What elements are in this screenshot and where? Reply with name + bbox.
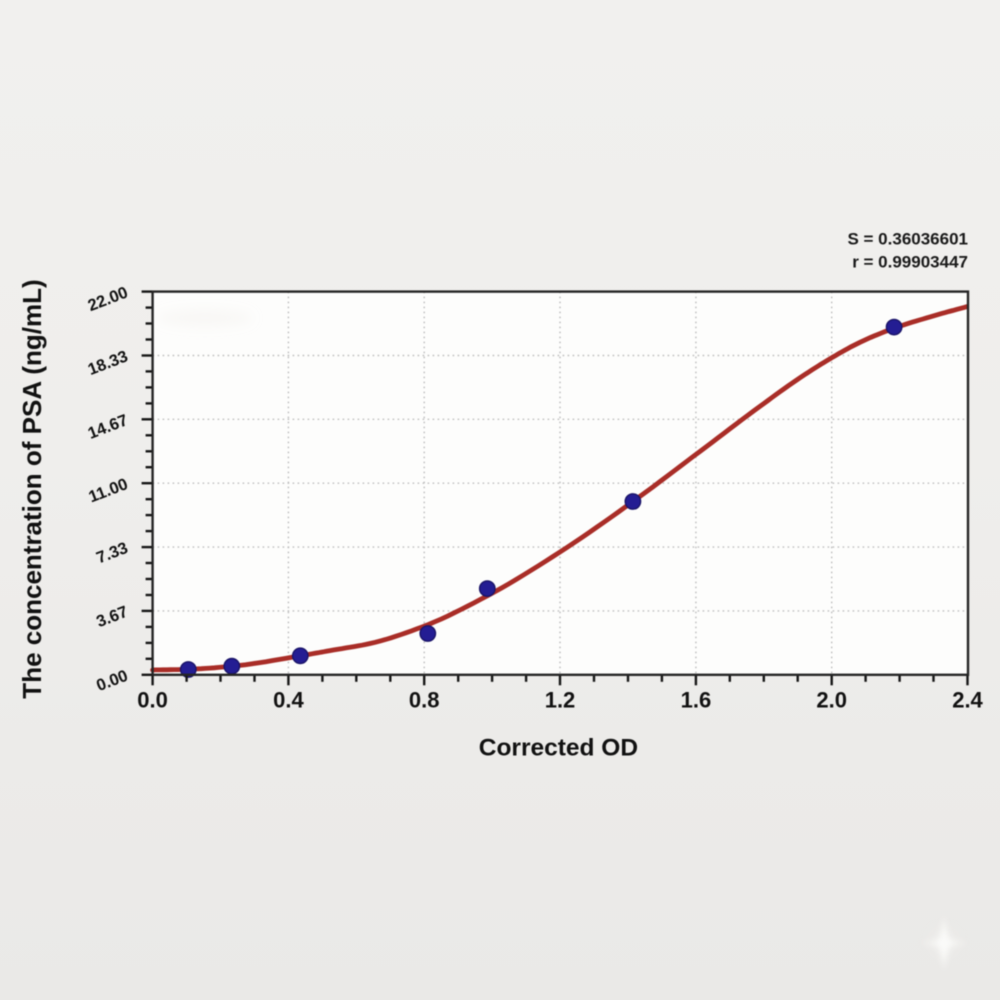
svg-text:22.00: 22.00 <box>85 284 130 316</box>
svg-text:1.2: 1.2 <box>545 688 576 713</box>
svg-text:7.33: 7.33 <box>94 539 130 567</box>
svg-text:0.00: 0.00 <box>94 667 130 695</box>
svg-text:2.0: 2.0 <box>816 688 847 713</box>
svg-text:0.0: 0.0 <box>137 688 168 713</box>
svg-text:11.00: 11.00 <box>86 475 130 506</box>
svg-text:18.33: 18.33 <box>85 347 130 379</box>
svg-text:S = 0.36036601: S = 0.36036601 <box>847 229 968 248</box>
svg-text:0.8: 0.8 <box>409 688 440 713</box>
svg-text:3.67: 3.67 <box>94 603 130 631</box>
svg-text:2.4: 2.4 <box>952 688 983 713</box>
svg-text:Corrected OD: Corrected OD <box>479 735 638 762</box>
svg-text:r = 0.99903447: r = 0.99903447 <box>852 253 968 272</box>
svg-text:14.67: 14.67 <box>85 411 130 443</box>
svg-text:0.4: 0.4 <box>273 688 304 713</box>
svg-text:The concentration of PSA (ng/m: The concentration of PSA (ng/mL) <box>17 279 47 698</box>
svg-text:1.6: 1.6 <box>681 688 712 713</box>
